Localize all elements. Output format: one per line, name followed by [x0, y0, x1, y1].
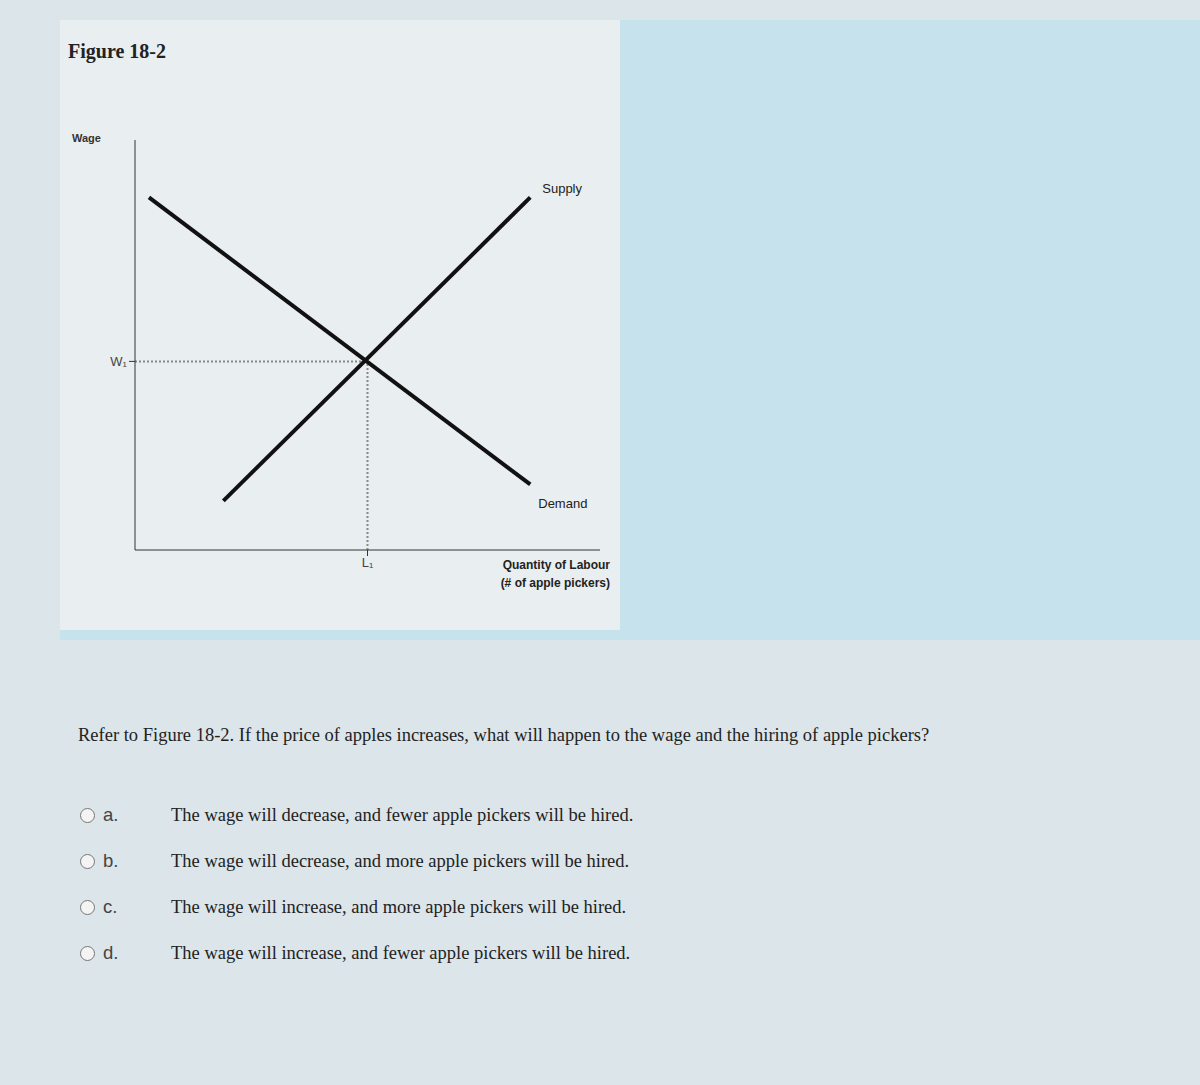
svg-text:W₁: W₁	[110, 354, 127, 369]
svg-text:L₁: L₁	[362, 555, 374, 570]
html-text:b.: b.	[103, 850, 119, 871]
html-text:Figure 18-2: Figure 18-2	[68, 40, 166, 62]
html-text:Refer to Figure 18-2. If the p: Refer to Figure 18-2. If the price of ap…	[78, 725, 930, 745]
html-text:a.: a.	[103, 804, 119, 825]
html-text:The wage will decrease, and mo: The wage will decrease, and more apple p…	[171, 850, 630, 871]
html-text:(# of apple pickers): (# of apple pickers)	[500, 576, 610, 590]
svg-text:Supply: Supply	[542, 181, 582, 196]
html-text:The wage will decrease, and fe: The wage will decrease, and fewer apple …	[171, 804, 634, 825]
html-text:The wage will increase, and fe: The wage will increase, and fewer apple …	[171, 942, 631, 963]
html-text:Quantity of Labour: Quantity of Labour	[502, 558, 610, 572]
html-text:The wage will increase, and mo: The wage will increase, and more apple p…	[171, 896, 627, 917]
html-text:d.: d.	[103, 942, 119, 963]
svg-text:Demand: Demand	[538, 496, 587, 511]
html-text:c.: c.	[103, 896, 118, 917]
html-text:Wage: Wage	[72, 132, 101, 144]
